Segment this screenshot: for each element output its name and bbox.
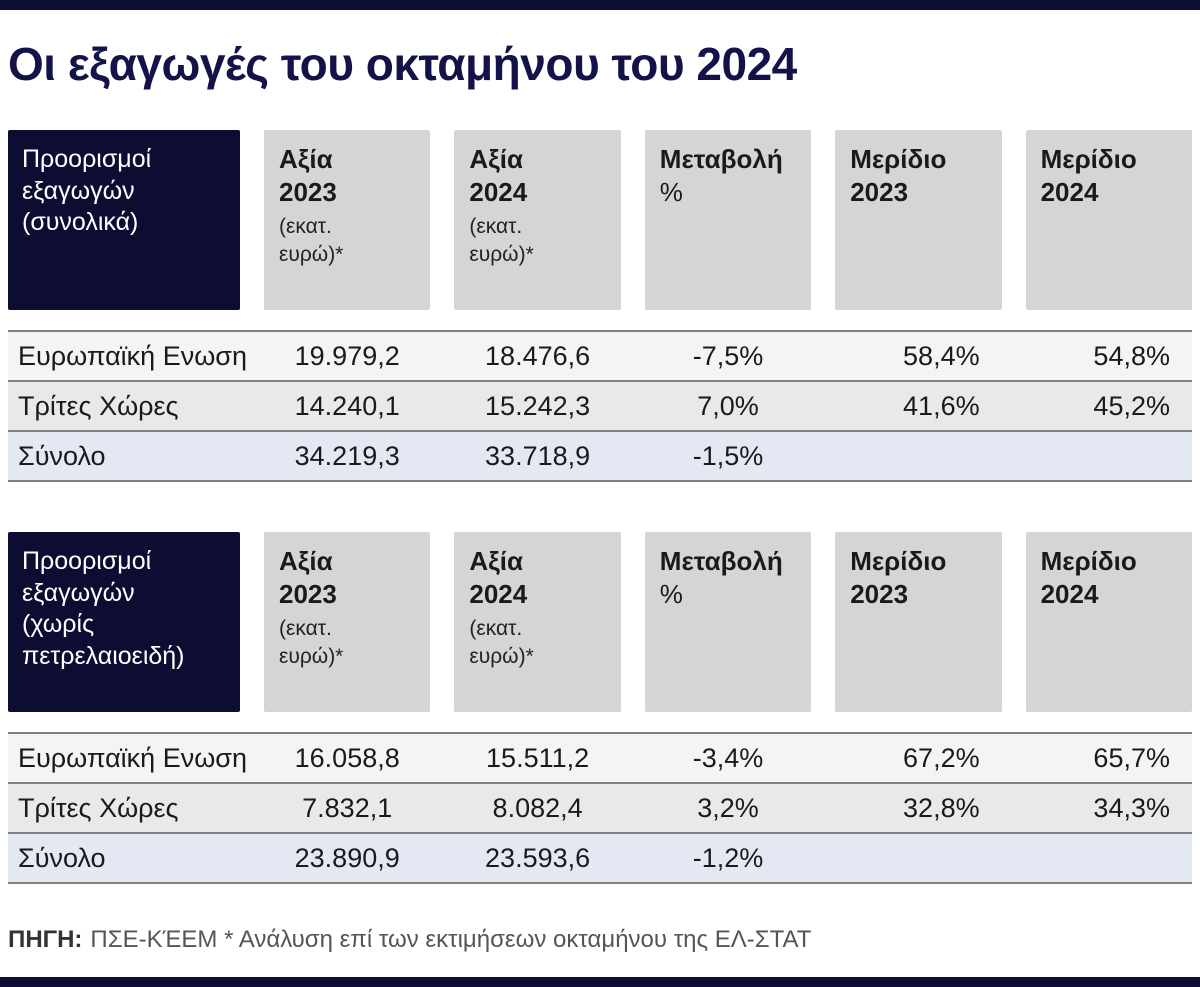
column-title-line: 2023 <box>279 176 337 207</box>
column-title-line: 2024 <box>1040 578 1099 609</box>
source-text: ΠΣΕ-ΚΈΕΜ * Ανάλυση επί των εκτιμήσεων οκ… <box>90 926 812 954</box>
table-exports-total: Προορισμοί εξαγωγών (συνολικά) Αξία 2023… <box>8 130 1192 483</box>
column-header-value-2024: Αξία 2024 (εκατ. ευρώ)* <box>454 130 621 311</box>
group-header-line: πετρελαιοειδή) <box>22 641 185 670</box>
cell-share-2024: 34,3% <box>1093 792 1170 823</box>
column-title-line: Μερίδιο <box>850 546 947 577</box>
group-header-line: Προορισμοί <box>22 145 152 174</box>
column-title-line: 2024 <box>469 176 528 207</box>
source-note: ΠΗΓΗ: ΠΣΕ-ΚΈΕΜ * Ανάλυση επί των εκτιμήσε… <box>8 926 1192 954</box>
table-row: Ευρωπαϊκή Ενωση 16.058,8 15.511,2 -3,4% … <box>8 732 1192 783</box>
bottom-accent-bar <box>0 977 1200 987</box>
table-row: Ευρωπαϊκή Ενωση 19.979,2 18.476,6 -7,5% … <box>8 330 1192 381</box>
column-header-value-2023: Αξία 2023 (εκατ. ευρώ)* <box>264 130 431 311</box>
column-title-line: Αξία <box>279 144 333 175</box>
column-title-line: 2024 <box>469 578 528 609</box>
cell-share-2023: 41,6% <box>903 390 980 421</box>
row-label: Τρίτες Χώρες <box>18 792 179 823</box>
column-subtitle-line: (εκατ. <box>469 617 523 641</box>
group-header-line: εξαγωγών <box>22 578 135 607</box>
cell-change: -1,2% <box>692 842 764 873</box>
cell-value-2024: 33.718,9 <box>485 440 591 471</box>
column-title-line: Μερίδιο <box>1040 546 1137 577</box>
row-group-header-excl-petroleum: Προορισμοί εξαγωγών (χωρίς πετρελαιοειδή… <box>8 532 240 713</box>
cell-share-2024: 65,7% <box>1093 742 1170 773</box>
column-subtitle-line: ευρώ)* <box>469 644 534 668</box>
column-header-share-2024: Μερίδιο 2024 <box>1025 532 1192 713</box>
column-title-line: Μερίδιο <box>1040 144 1137 175</box>
column-subtitle-line: ευρώ)* <box>469 242 534 266</box>
table-row: Τρίτες Χώρες 14.240,1 15.242,3 7,0% 41,6… <box>8 380 1192 431</box>
table-exports-excl-petroleum: Προορισμοί εξαγωγών (χωρίς πετρελαιοειδή… <box>8 532 1192 885</box>
column-title-line: Αξία <box>469 144 523 175</box>
row-label: Ευρωπαϊκή Ενωση <box>18 742 247 773</box>
column-title-line: Αξία <box>469 546 523 577</box>
table-row-total: Σύνολο 34.219,3 33.718,9 -1,5% <box>8 430 1192 481</box>
source-label: ΠΗΓΗ: <box>8 926 83 954</box>
column-subtitle-line: (εκατ. <box>469 215 523 239</box>
cell-change: 3,2% <box>697 792 759 823</box>
column-title-line: 2023 <box>279 578 337 609</box>
group-header-line: (χωρίς <box>22 610 95 639</box>
cell-share-2024: 54,8% <box>1093 340 1170 371</box>
cell-change: 7,0% <box>697 390 759 421</box>
column-subtitle-line: (εκατ. <box>279 215 332 239</box>
cell-value-2023: 23.890,9 <box>294 842 400 873</box>
column-header-change: Μεταβολή % <box>644 130 812 311</box>
content-area: Οι εξαγωγές του οκταμήνου του 2024 Προορ… <box>0 10 1200 977</box>
column-title-line: 2024 <box>1040 176 1099 207</box>
cell-value-2024: 15.511,2 <box>486 742 590 773</box>
column-unit-line: % <box>659 176 683 207</box>
table-header-row: Προορισμοί εξαγωγών (συνολικά) Αξία 2023… <box>8 130 1192 311</box>
column-subtitle-line: ευρώ)* <box>279 242 344 266</box>
top-accent-bar <box>0 0 1200 10</box>
cell-value-2023: 16.058,8 <box>294 742 400 773</box>
column-title-line: 2023 <box>850 578 909 609</box>
cell-value-2024: 18.476,6 <box>485 340 591 371</box>
group-header-line: εξαγωγών <box>22 176 135 205</box>
table-row-total: Σύνολο 23.890,9 23.593,6 -1,2% <box>8 832 1192 883</box>
row-label: Ευρωπαϊκή Ενωση <box>18 340 247 371</box>
table-body: Ευρωπαϊκή Ενωση 19.979,2 18.476,6 -7,5% … <box>8 330 1192 483</box>
cell-value-2023: 19.979,2 <box>294 340 400 371</box>
cell-value-2023: 14.240,1 <box>294 390 400 421</box>
row-label: Σύνολο <box>18 842 106 873</box>
column-title-line: Μεταβολή <box>659 144 783 175</box>
cell-change: -1,5% <box>692 440 764 471</box>
column-header-share-2023: Μερίδιο 2023 <box>835 532 1002 713</box>
cell-share-2023: 58,4% <box>903 340 980 371</box>
cell-value-2024: 8.082,4 <box>492 792 583 823</box>
column-header-change: Μεταβολή % <box>644 532 812 713</box>
column-title-line: Μεταβολή <box>659 546 783 577</box>
column-subtitle-line: (εκατ. <box>279 617 332 641</box>
cell-value-2023: 34.219,3 <box>294 440 400 471</box>
column-unit-line: % <box>659 578 683 609</box>
cell-share-2024: 45,2% <box>1093 390 1170 421</box>
cell-value-2024: 23.593,6 <box>485 842 591 873</box>
table-header-row: Προορισμοί εξαγωγών (χωρίς πετρελαιοειδή… <box>8 532 1192 713</box>
column-header-share-2023: Μερίδιο 2023 <box>835 130 1002 311</box>
cell-change: -7,5% <box>692 340 764 371</box>
cell-value-2024: 15.242,3 <box>485 390 591 421</box>
table-row: Τρίτες Χώρες 7.832,1 8.082,4 3,2% 32,8% … <box>8 782 1192 833</box>
column-title-line: 2023 <box>850 176 909 207</box>
column-header-value-2023: Αξία 2023 (εκατ. ευρώ)* <box>264 532 431 713</box>
column-header-value-2024: Αξία 2024 (εκατ. ευρώ)* <box>454 532 621 713</box>
row-group-header-total: Προορισμοί εξαγωγών (συνολικά) <box>8 130 240 311</box>
page-title: Οι εξαγωγές του οκταμήνου του 2024 <box>8 38 797 90</box>
column-subtitle-line: ευρώ)* <box>279 644 344 668</box>
column-title-line: Αξία <box>279 546 333 577</box>
cell-share-2023: 32,8% <box>903 792 980 823</box>
cell-share-2023: 67,2% <box>903 742 980 773</box>
cell-change: -3,4% <box>692 742 764 773</box>
cell-value-2023: 7.832,1 <box>302 792 393 823</box>
column-title-line: Μερίδιο <box>850 144 947 175</box>
table-body: Ευρωπαϊκή Ενωση 16.058,8 15.511,2 -3,4% … <box>8 732 1192 885</box>
row-label: Σύνολο <box>18 440 106 471</box>
row-label: Τρίτες Χώρες <box>18 390 179 421</box>
column-header-share-2024: Μερίδιο 2024 <box>1025 130 1192 311</box>
group-header-line: (συνολικά) <box>22 208 139 237</box>
group-header-line: Προορισμοί <box>22 547 152 576</box>
